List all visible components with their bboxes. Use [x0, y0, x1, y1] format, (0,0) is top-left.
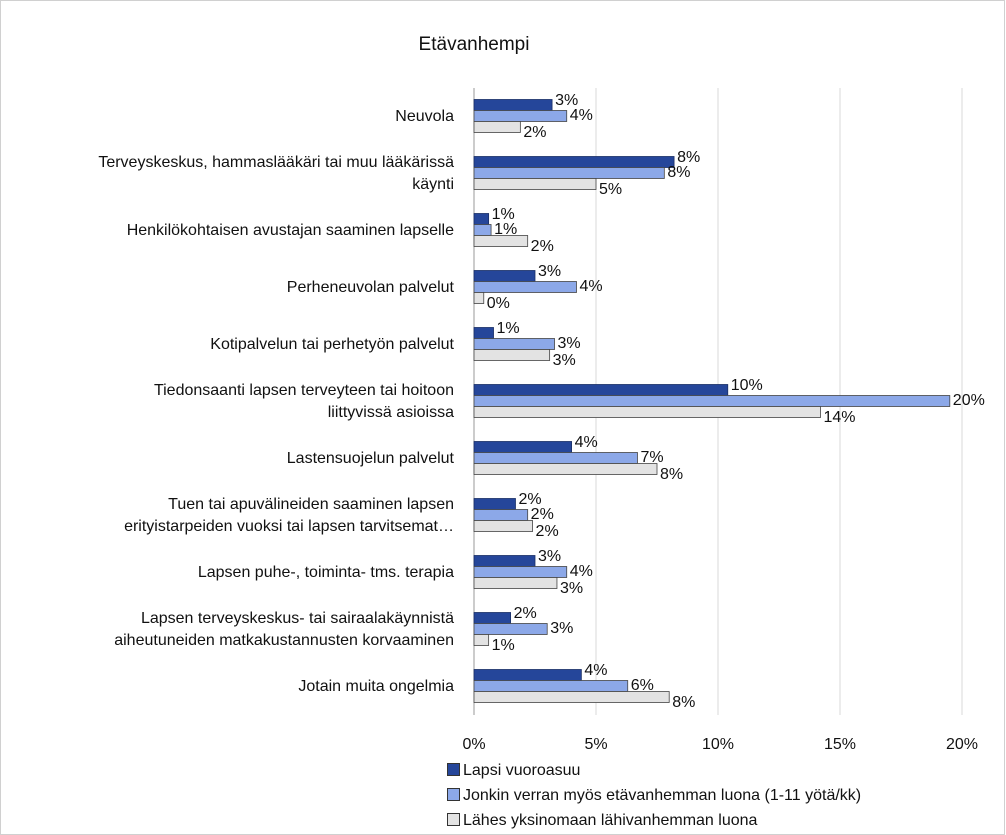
- category-label: Tiedonsaanti lapsen terveyteen tai hoito…: [153, 381, 454, 421]
- bar: [473, 167, 665, 179]
- chart-title: Etävanhempi: [419, 34, 530, 55]
- bar: [473, 224, 492, 236]
- bar: [473, 577, 558, 589]
- value-label: 8%: [667, 164, 690, 181]
- value-label: 4%: [570, 107, 593, 124]
- bar: [473, 213, 490, 225]
- value-label: 8%: [677, 149, 700, 166]
- bar: [473, 99, 553, 111]
- category-label: Lastensuojelun palvelut: [286, 449, 454, 467]
- bar: [473, 281, 577, 293]
- bar: [473, 349, 551, 361]
- category-label: Perheneuvolan palvelut: [286, 278, 454, 296]
- bar: [473, 623, 548, 635]
- category-label: Henkilökohtaisen avustajan saaminen laps…: [126, 221, 454, 239]
- value-label: 4%: [584, 662, 607, 679]
- value-label: 7%: [640, 449, 663, 466]
- value-label: 1%: [492, 637, 515, 654]
- bar: [473, 441, 572, 453]
- value-label: 2%: [518, 491, 541, 508]
- value-label: 14%: [823, 409, 855, 426]
- value-label: 0%: [487, 295, 510, 312]
- category-label: Terveyskeskus, hammaslääkäri tai muu lää…: [98, 153, 454, 193]
- value-label: 4%: [570, 563, 593, 580]
- bar: [473, 669, 582, 681]
- bar: [473, 338, 555, 350]
- value-label: 2%: [531, 506, 554, 523]
- bar: [473, 406, 821, 418]
- bar: [473, 498, 516, 510]
- value-label: 3%: [560, 580, 583, 597]
- x-tick-label: 5%: [584, 736, 607, 753]
- legend-label: Lapsi vuoroasuu: [463, 762, 581, 779]
- bar: [473, 691, 670, 703]
- legend-item: Jonkin verran myös etävanhemman luona (1…: [447, 786, 861, 806]
- value-label: 3%: [550, 620, 573, 637]
- value-label: 3%: [558, 335, 581, 352]
- value-label: 1%: [494, 221, 517, 238]
- bar: [473, 384, 729, 396]
- value-label: 3%: [553, 352, 576, 369]
- x-tick-label: 15%: [824, 736, 856, 753]
- bar: [473, 395, 951, 407]
- value-label: 3%: [538, 263, 561, 280]
- legend-swatch: [447, 763, 460, 776]
- bar: [473, 509, 529, 521]
- category-label: Lapsen terveyskeskus- tai sairaalakäynni…: [114, 609, 454, 649]
- legend-label: Jonkin verran myös etävanhemman luona (1…: [463, 787, 862, 804]
- x-tick-label: 0%: [462, 736, 485, 753]
- bar: [473, 520, 533, 532]
- bar: [473, 463, 658, 475]
- value-label: 2%: [531, 238, 554, 255]
- value-label: 2%: [523, 124, 546, 141]
- category-label: Neuvola: [395, 107, 454, 125]
- legend-swatch: [447, 788, 460, 801]
- bar: [473, 680, 629, 692]
- value-label: 8%: [672, 694, 695, 711]
- category-label: Kotipalvelun tai perhetyön palvelut: [210, 335, 454, 353]
- value-label: 6%: [631, 677, 654, 694]
- value-label: 2%: [536, 523, 559, 540]
- bar: [473, 292, 485, 304]
- category-label: Lapsen puhe-, toiminta- tms. terapia: [197, 563, 454, 581]
- value-label: 4%: [579, 278, 602, 295]
- legend-label: Lähes yksinomaan lähivanhemman luona: [463, 812, 758, 829]
- legend-item: Lähes yksinomaan lähivanhemman luona: [447, 811, 757, 831]
- value-label: 3%: [555, 92, 578, 109]
- bar: [473, 270, 536, 282]
- category-label: Tuen tai apuvälineiden saaminen lapsen e…: [124, 495, 454, 535]
- value-label: 3%: [538, 548, 561, 565]
- bar: [473, 452, 638, 464]
- bar: [473, 156, 675, 168]
- value-label: 8%: [660, 466, 683, 483]
- bar: [473, 612, 511, 624]
- value-label: 2%: [514, 605, 537, 622]
- bar: [473, 121, 521, 133]
- x-tick-label: 20%: [946, 736, 978, 753]
- value-label: 10%: [731, 377, 763, 394]
- legend-item: Lapsi vuoroasuu: [447, 761, 580, 781]
- bar: [473, 566, 568, 578]
- bar: [473, 235, 529, 247]
- value-label: 1%: [497, 320, 520, 337]
- x-tick-label: 10%: [702, 736, 734, 753]
- value-label: 4%: [575, 434, 598, 451]
- value-label: 20%: [953, 392, 985, 409]
- value-label: 5%: [599, 181, 622, 198]
- category-label: Jotain muita ongelmia: [298, 677, 454, 695]
- value-label: 1%: [492, 206, 515, 223]
- legend-swatch: [447, 813, 460, 826]
- bar: [473, 327, 494, 339]
- bar: [473, 634, 490, 646]
- bar: [473, 110, 568, 122]
- bar: [473, 178, 597, 190]
- bar: [473, 555, 536, 567]
